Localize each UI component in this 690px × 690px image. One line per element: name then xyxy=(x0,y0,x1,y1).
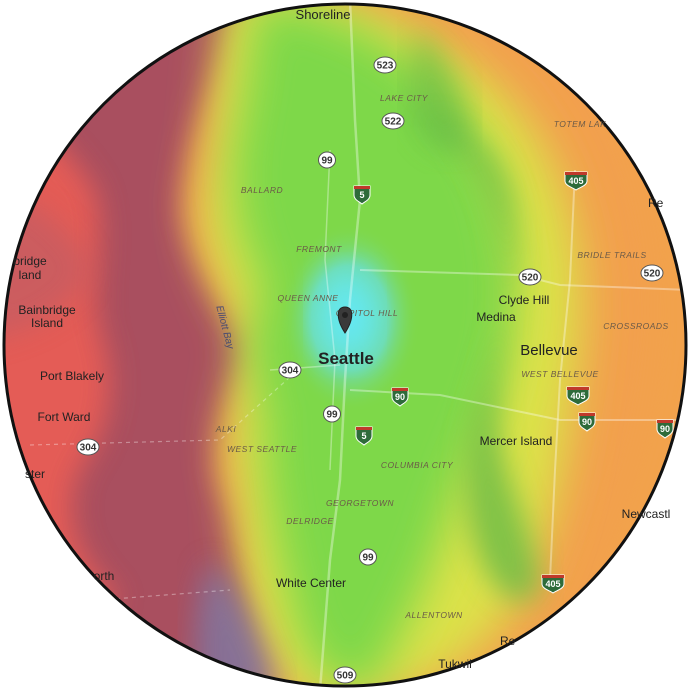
route-shield-r304-west-icon: 304 xyxy=(76,438,100,456)
place-label-bellevue: Bellevue xyxy=(520,342,578,359)
route-shield-label: 99 xyxy=(362,553,374,564)
route-shield-r522-icon: 522 xyxy=(381,112,405,130)
route-shield-label: 520 xyxy=(522,273,539,284)
route-shield-label: 304 xyxy=(282,366,299,377)
interstate-shield-i5-north-icon: 5 xyxy=(353,185,371,205)
route-shield-r523-icon: 523 xyxy=(373,56,397,74)
place-label-mercer-island: Mercer Island xyxy=(480,434,553,448)
place-label-white-center: White Center xyxy=(276,576,346,590)
route-shield-r509-icon: 509 xyxy=(333,666,357,684)
place-label-clyde-hill: Clyde Hill xyxy=(499,293,550,307)
interstate-shield-i90-edge-icon: 90 xyxy=(656,419,674,439)
interstate-shield-label: 405 xyxy=(568,176,583,186)
route-shield-label: 522 xyxy=(385,117,402,128)
place-label-bainbridge-partial: bridge xyxy=(13,254,47,268)
neighborhood-label-delridge: DELRIDGE xyxy=(286,516,333,526)
neighborhood-label-west-seattle: WEST SEATTLE xyxy=(227,444,297,454)
interstate-shield-i90-east-icon: 90 xyxy=(578,412,596,432)
route-shield-r304-seattle-icon: 304 xyxy=(278,361,302,379)
interstate-shield-label: 405 xyxy=(545,579,560,589)
neighborhood-label-alki: ALKI xyxy=(215,424,237,434)
upper-lake-zone xyxy=(409,30,470,151)
lake-washington-zone xyxy=(420,120,540,601)
route-shield-label: 523 xyxy=(377,61,394,72)
interstate-shield-i405-south-icon: 405 xyxy=(541,574,565,594)
route-shield-label: 520 xyxy=(644,269,661,280)
interstate-shield-i5-south-icon: 5 xyxy=(355,426,373,446)
place-label-port-blakely: Port Blakely xyxy=(40,369,104,383)
place-label-tukwila: Tukwil xyxy=(438,657,472,671)
route-shield-r99-north-icon: 99 xyxy=(318,151,336,169)
interstate-shield-i90-center-icon: 90 xyxy=(391,387,409,407)
interstate-shield-label: 90 xyxy=(582,417,592,427)
city-label-seattle: Seattle xyxy=(318,349,374,368)
neighborhood-label-capitol-hill: CAPITOL HILL xyxy=(336,308,398,318)
interstate-shield-label: 405 xyxy=(570,391,585,401)
interstate-shield-label: 5 xyxy=(359,190,364,200)
neighborhood-label-columbia-city: COLUMBIA CITY xyxy=(381,460,454,470)
neighborhood-label-lake-city: LAKE CITY xyxy=(380,93,429,103)
route-shield-label: 99 xyxy=(321,156,333,167)
neighborhood-label-totem-lake: TOTEM LAK xyxy=(554,119,607,129)
route-shield-r99-lower-icon: 99 xyxy=(359,548,377,566)
interstate-shield-i405-north-icon: 405 xyxy=(564,171,588,191)
neighborhood-label-georgetown: GEORGETOWN xyxy=(326,498,394,508)
route-shield-r99-south-icon: 99 xyxy=(323,405,341,423)
interstate-shield-label: 90 xyxy=(660,424,670,434)
place-label-bainbridge-island: Bainbridge xyxy=(18,303,76,317)
place-label-orth: orth xyxy=(94,569,115,583)
interstate-shield-i405-bellevue-icon: 405 xyxy=(566,386,590,406)
interstate-shield-label: 90 xyxy=(395,392,405,402)
place-label-medina: Medina xyxy=(476,310,516,324)
place-label-bainbridge-partial-2: land xyxy=(19,268,42,282)
route-shield-label: 304 xyxy=(80,443,97,454)
map-pin-icon[interactable] xyxy=(337,306,353,334)
neighborhood-label-ballard: BALLARD xyxy=(241,185,283,195)
route-shield-label: 99 xyxy=(326,410,338,421)
neighborhood-label-west-bellevue: WEST BELLEVUE xyxy=(521,369,598,379)
place-label-newcastle: Newcastl xyxy=(622,507,671,521)
place-label-bainbridge-island-line2: Island xyxy=(31,316,63,330)
neighborhood-label-fremont: FREMONT xyxy=(296,244,342,254)
place-label-re-top: Re xyxy=(648,196,664,210)
route-shield-r520-east-icon: 520 xyxy=(518,268,542,286)
route-shield-label: 509 xyxy=(337,671,354,682)
neighborhood-label-queen-anne: QUEEN ANNE xyxy=(278,293,339,303)
neighborhood-label-allentown: ALLENTOWN xyxy=(404,610,463,620)
place-label-re-bottom: Re xyxy=(500,634,516,648)
interstate-shield-label: 5 xyxy=(361,431,366,441)
place-label-fort-ward: Fort Ward xyxy=(38,410,91,424)
place-label-ster: ster xyxy=(25,467,45,481)
route-shield-r520-right-icon: 520 xyxy=(640,264,664,282)
place-label-shoreline: Shoreline xyxy=(296,7,351,22)
neighborhood-label-bridle-trails: BRIDLE TRAILS xyxy=(577,250,646,260)
neighborhood-label-crossroads: CROSSROADS xyxy=(603,321,668,331)
